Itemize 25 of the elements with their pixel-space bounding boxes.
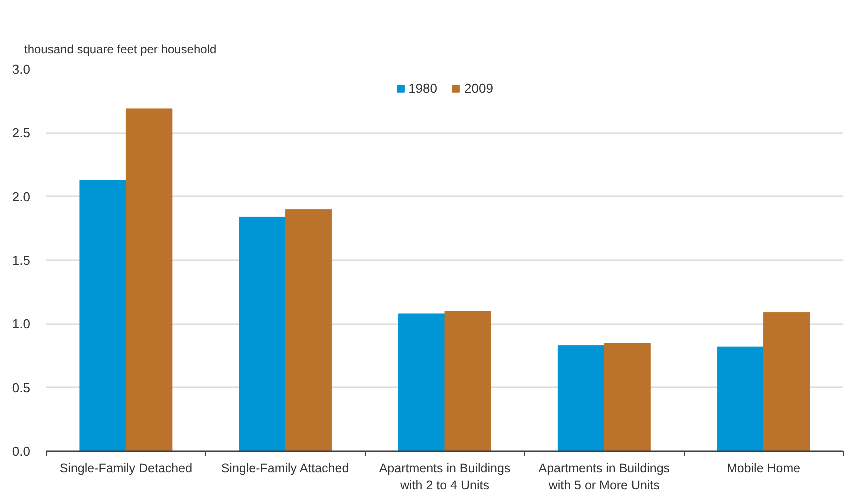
bar xyxy=(80,180,126,452)
legend-label: 1980 xyxy=(408,81,438,96)
y-tick-label: 1.0 xyxy=(12,316,31,332)
bar xyxy=(444,311,492,452)
x-tick-label: Mobile Home xyxy=(726,462,801,476)
y-tick-label: 1.5 xyxy=(12,253,31,268)
bar xyxy=(285,209,332,452)
bar xyxy=(717,346,764,452)
bar xyxy=(126,108,173,452)
x-tick-label: Apartments in Buildings with 2 to 4 Units xyxy=(379,462,511,492)
bar xyxy=(764,312,810,452)
legend-label: 2009 xyxy=(464,81,494,96)
y-tick-label: 0.0 xyxy=(12,444,31,459)
y-tick-label: 2.0 xyxy=(12,189,31,204)
x-tick-label: Single-Family Detached xyxy=(60,462,193,476)
bar xyxy=(558,346,605,452)
x-tick-label: Apartments in Buildings with 5 or More Units xyxy=(538,462,670,492)
bar xyxy=(604,343,651,452)
bar xyxy=(398,314,446,452)
y-tick-label: 3.0 xyxy=(12,62,31,77)
x-tick-label: Single-Family Attached xyxy=(221,462,350,476)
y-axis-title: thousand square feet per household xyxy=(24,42,217,56)
y-tick-label: 2.5 xyxy=(12,126,31,141)
y-tick-label: 0.5 xyxy=(12,380,31,396)
bar xyxy=(239,216,286,452)
